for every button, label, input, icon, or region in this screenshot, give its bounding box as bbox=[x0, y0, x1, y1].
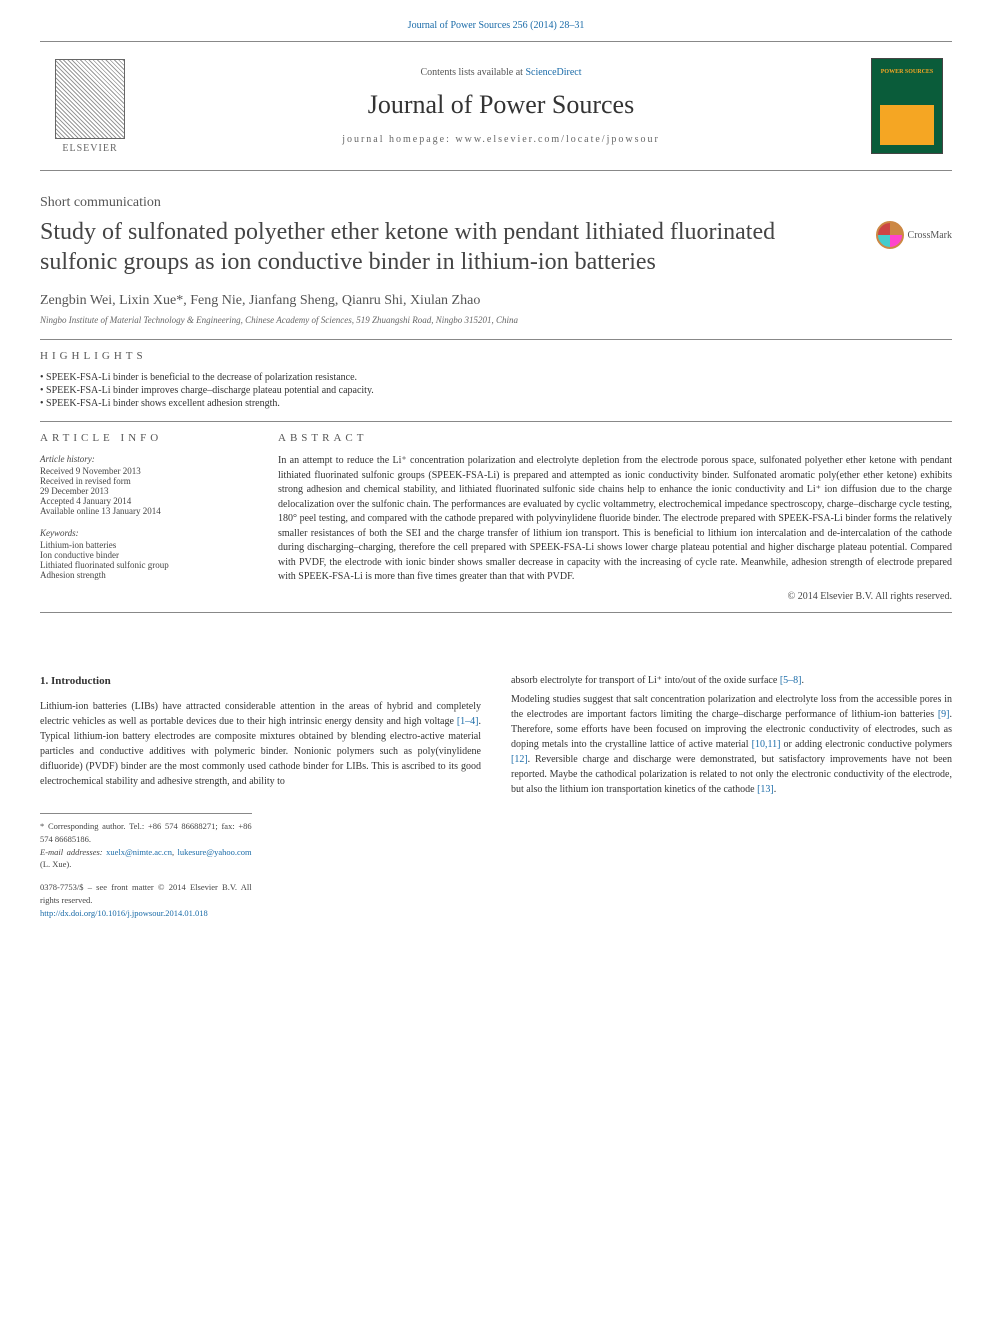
crossmark-icon bbox=[876, 221, 904, 249]
list-item: SPEEK-FSA-Li binder is beneficial to the… bbox=[40, 372, 952, 383]
received-date: Received 9 November 2013 bbox=[40, 466, 250, 476]
divider bbox=[40, 339, 952, 340]
authors-list: Zengbin Wei, Lixin Xue*, Feng Nie, Jianf… bbox=[40, 293, 952, 309]
body-text: absorb electrolyte for transport of Li⁺ … bbox=[511, 675, 780, 686]
affiliation: Ningbo Institute of Material Technology … bbox=[40, 315, 952, 325]
journal-reference[interactable]: Journal of Power Sources 256 (2014) 28–3… bbox=[40, 20, 952, 31]
issn-line: 0378-7753/$ – see front matter © 2014 El… bbox=[40, 881, 252, 907]
article-title: Study of sulfonated polyether ether keto… bbox=[40, 217, 856, 277]
article-type: Short communication bbox=[40, 195, 952, 211]
divider bbox=[40, 421, 952, 422]
keywords-label: Keywords: bbox=[40, 528, 250, 538]
journal-header: ELSEVIER Contents lists available at Sci… bbox=[40, 41, 952, 171]
intro-heading: 1. Introduction bbox=[40, 673, 481, 690]
email-label: E-mail addresses: bbox=[40, 847, 106, 857]
article-info-label: ARTICLE INFO bbox=[40, 432, 250, 444]
journal-name: Journal of Power Sources bbox=[368, 90, 634, 120]
accepted-date: Accepted 4 January 2014 bbox=[40, 496, 250, 506]
crossmark-label: CrossMark bbox=[908, 230, 952, 241]
journal-homepage[interactable]: journal homepage: www.elsevier.com/locat… bbox=[342, 134, 660, 145]
keyword: Lithium-ion batteries bbox=[40, 540, 250, 550]
email-link[interactable]: lukesure@yahoo.com bbox=[178, 847, 252, 857]
body-paragraph: absorb electrolyte for transport of Li⁺ … bbox=[511, 673, 952, 688]
revised-date: 29 December 2013 bbox=[40, 486, 250, 496]
citation-link[interactable]: [1–4] bbox=[457, 716, 479, 727]
citation-link[interactable]: [12] bbox=[511, 754, 528, 765]
publisher-name: ELSEVIER bbox=[62, 143, 117, 154]
body-text: Modeling studies suggest that salt conce… bbox=[511, 694, 952, 720]
header-center: Contents lists available at ScienceDirec… bbox=[140, 42, 862, 170]
abstract-column: ABSTRACT In an attempt to reduce the Li⁺… bbox=[278, 432, 952, 602]
body-text: . bbox=[774, 784, 777, 795]
citation-link[interactable]: [5–8] bbox=[780, 675, 802, 686]
sciencedirect-link[interactable]: ScienceDirect bbox=[525, 67, 581, 78]
email-line: E-mail addresses: xuelx@nimte.ac.cn, luk… bbox=[40, 846, 252, 872]
abstract-label: ABSTRACT bbox=[278, 432, 952, 444]
cover-image-icon bbox=[871, 58, 943, 154]
doi-link[interactable]: http://dx.doi.org/10.1016/j.jpowsour.201… bbox=[40, 907, 252, 920]
citation-link[interactable]: [10,11] bbox=[752, 739, 781, 750]
list-item: SPEEK-FSA-Li binder shows excellent adhe… bbox=[40, 398, 952, 409]
highlights-label: HIGHLIGHTS bbox=[40, 350, 952, 362]
publisher-logo[interactable]: ELSEVIER bbox=[40, 42, 140, 170]
list-item: SPEEK-FSA-Li binder improves charge–disc… bbox=[40, 385, 952, 396]
corresponding-author: * Corresponding author. Tel.: +86 574 86… bbox=[40, 820, 252, 846]
divider bbox=[40, 612, 952, 613]
body-paragraph: Modeling studies suggest that salt conce… bbox=[511, 692, 952, 797]
copyright-line: © 2014 Elsevier B.V. All rights reserved… bbox=[278, 591, 952, 602]
revised-label: Received in revised form bbox=[40, 476, 250, 486]
crossmark-badge[interactable]: CrossMark bbox=[876, 221, 952, 249]
elsevier-tree-icon bbox=[55, 59, 125, 139]
body-column-right: absorb electrolyte for transport of Li⁺ … bbox=[511, 673, 952, 920]
email-suffix: (L. Xue). bbox=[40, 859, 71, 869]
corresponding-footer: * Corresponding author. Tel.: +86 574 86… bbox=[40, 813, 252, 919]
body-text: . Reversible charge and discharge were d… bbox=[511, 754, 952, 795]
citation-link[interactable]: [9] bbox=[938, 709, 950, 720]
keyword: Ion conductive binder bbox=[40, 550, 250, 560]
citation-link[interactable]: [13] bbox=[757, 784, 774, 795]
keyword: Lithiated fluorinated sulfonic group bbox=[40, 560, 250, 570]
online-date: Available online 13 January 2014 bbox=[40, 506, 250, 516]
keyword: Adhesion strength bbox=[40, 570, 250, 580]
body-text: or adding electronic conductive polymers bbox=[780, 739, 952, 750]
article-info: ARTICLE INFO Article history: Received 9… bbox=[40, 432, 250, 602]
body-columns: 1. Introduction Lithium-ion batteries (L… bbox=[40, 673, 952, 920]
body-column-left: 1. Introduction Lithium-ion batteries (L… bbox=[40, 673, 481, 920]
body-text: Lithium-ion batteries (LIBs) have attrac… bbox=[40, 701, 481, 727]
abstract-text: In an attempt to reduce the Li⁺ concentr… bbox=[278, 454, 952, 585]
history-label: Article history: bbox=[40, 454, 250, 464]
journal-cover[interactable] bbox=[862, 42, 952, 170]
body-paragraph: Lithium-ion batteries (LIBs) have attrac… bbox=[40, 699, 481, 789]
contents-prefix: Contents lists available at bbox=[420, 67, 525, 78]
contents-line: Contents lists available at ScienceDirec… bbox=[420, 67, 581, 78]
body-text: . bbox=[801, 675, 804, 686]
highlights-list: SPEEK-FSA-Li binder is beneficial to the… bbox=[40, 372, 952, 409]
email-link[interactable]: xuelx@nimte.ac.cn bbox=[106, 847, 172, 857]
